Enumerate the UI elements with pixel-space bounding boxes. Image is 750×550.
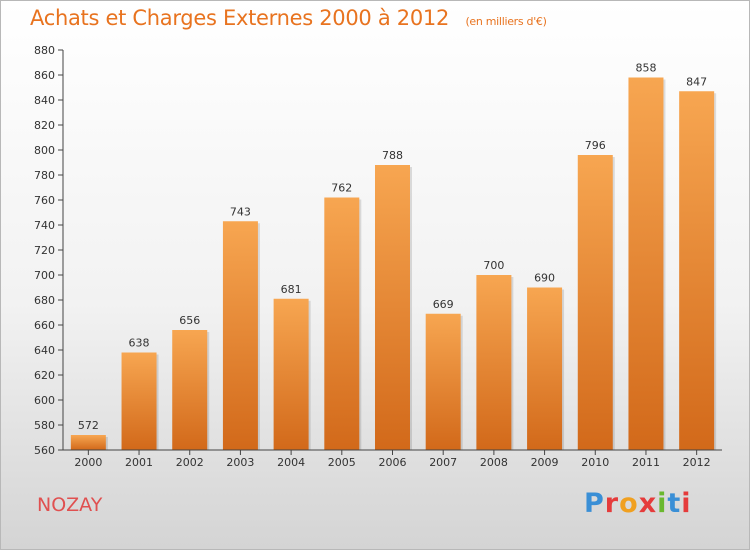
bar-2003 — [222, 221, 258, 450]
y-tick-label: 880 — [34, 44, 55, 57]
data-label-2009: 690 — [534, 272, 555, 285]
x-tick-label-2011: 2011 — [632, 456, 660, 469]
bar-2001 — [121, 352, 157, 450]
bar-2011 — [628, 77, 664, 450]
data-label-2010: 796 — [585, 139, 606, 152]
x-tick-label-2007: 2007 — [429, 456, 457, 469]
y-tick-label: 760 — [34, 194, 55, 207]
x-tick-label-2010: 2010 — [581, 456, 609, 469]
y-tick-label: 620 — [34, 369, 55, 382]
y-tick-label: 840 — [34, 94, 55, 107]
bar-2009 — [527, 287, 563, 450]
data-label-2002: 656 — [179, 314, 200, 327]
logo-letter: i — [681, 488, 692, 519]
bar-2006 — [375, 165, 410, 450]
data-label-2004: 681 — [281, 283, 302, 296]
x-tick-label-2003: 2003 — [226, 456, 254, 469]
bars-layer: 572 638 656 743 681 762 788 669 700 690 796 858 847 — [70, 62, 717, 450]
x-tick-label-2009: 2009 — [531, 456, 559, 469]
y-tick-label: 600 — [34, 394, 55, 407]
x-tick-label-2012: 2012 — [683, 456, 711, 469]
y-tick-label: 580 — [34, 419, 55, 432]
data-label-2003: 743 — [230, 205, 251, 218]
logo-letter: i — [657, 488, 668, 519]
y-tick-label: 780 — [34, 169, 55, 182]
logo-letter: t — [667, 488, 682, 519]
logo-letter: x — [638, 488, 658, 519]
bar-2012 — [679, 91, 715, 450]
y-tick-label: 560 — [34, 444, 55, 457]
data-label-2012: 847 — [686, 75, 707, 88]
logo-letter: P — [584, 488, 605, 519]
x-tick-label-2001: 2001 — [125, 456, 153, 469]
data-label-2008: 700 — [483, 259, 504, 272]
axis-layer: 560 580 600 620 640 660 680 700 720 740 760 780 800 8… — [34, 44, 722, 469]
x-tick-label-2008: 2008 — [480, 456, 508, 469]
x-tick-label-2004: 2004 — [277, 456, 305, 469]
bar-2010 — [577, 155, 613, 450]
data-label-2006: 788 — [382, 149, 403, 162]
y-tick-label: 660 — [34, 319, 55, 332]
x-tick-label-2005: 2005 — [328, 456, 356, 469]
bar-2000 — [70, 435, 106, 450]
logo-letter: o — [619, 488, 639, 519]
x-tick-label-2002: 2002 — [176, 456, 204, 469]
y-tick-label: 700 — [34, 269, 55, 282]
y-tick-label: 860 — [34, 69, 55, 82]
proxiti-logo: Proxiti — [584, 488, 692, 519]
bar-2008 — [476, 275, 512, 450]
chart-title: Achats et Charges Externes 2000 à 2012 (… — [30, 6, 547, 30]
place-name: NOZAY — [37, 494, 103, 516]
logo-letter: r — [604, 488, 620, 519]
data-label-2005: 762 — [331, 182, 352, 195]
x-tick-label-2006: 2006 — [379, 456, 407, 469]
y-tick-label: 800 — [34, 144, 55, 157]
bar-2007 — [425, 313, 461, 450]
chart-title-text: Achats et Charges Externes 2000 à 2012 — [30, 6, 450, 30]
chart-subtitle: (en milliers d'€) — [465, 15, 547, 28]
y-tick-label: 640 — [34, 344, 55, 357]
data-label-2007: 669 — [433, 298, 454, 311]
data-label-2011: 858 — [635, 62, 656, 75]
y-tick-label: 680 — [34, 294, 55, 307]
bar-2004 — [273, 298, 309, 450]
y-tick-label: 820 — [34, 119, 55, 132]
y-tick-label: 720 — [34, 244, 55, 257]
y-tick-label: 740 — [34, 219, 55, 232]
x-tick-label-2000: 2000 — [74, 456, 102, 469]
data-label-2001: 638 — [129, 337, 150, 350]
bar-2005 — [324, 197, 360, 450]
bar-2002 — [172, 330, 208, 450]
data-label-2000: 572 — [78, 419, 99, 432]
